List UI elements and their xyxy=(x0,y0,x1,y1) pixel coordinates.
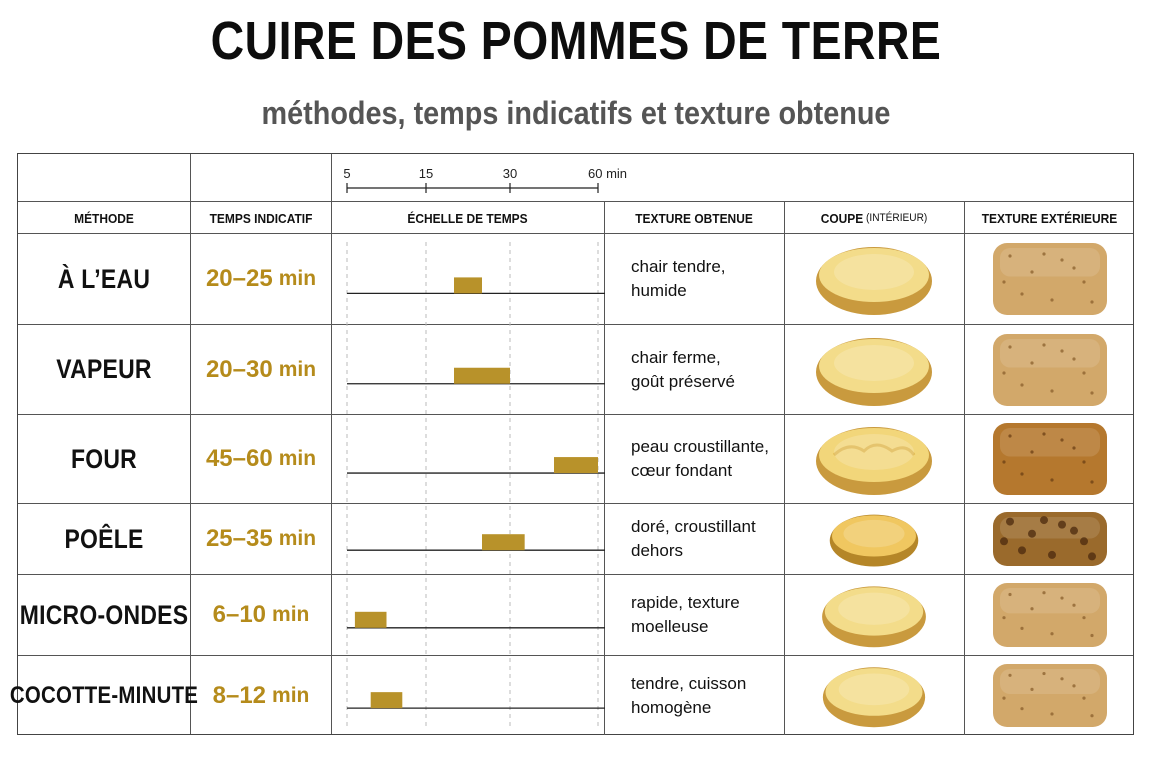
time-range-bar xyxy=(554,457,598,474)
texture-text: chair tendre, humide xyxy=(631,257,726,300)
texture-text: doré, croustillant dehors xyxy=(631,517,756,560)
time-range-bar xyxy=(482,534,525,551)
time-range-bar xyxy=(454,367,510,384)
time-range: 6–10 min xyxy=(190,575,332,655)
table-divider xyxy=(784,201,785,735)
table-divider xyxy=(18,414,1133,415)
table-divider xyxy=(18,503,1133,504)
header-exterior: TEXTURE EXTÉRIEURE xyxy=(981,210,1118,226)
method-label: FOUR xyxy=(70,443,138,474)
time-scale-chart: 5 15 30 60 min xyxy=(343,166,627,726)
time-range: 20–25 min xyxy=(190,234,332,324)
smooth-skin-icon xyxy=(964,234,1135,324)
page-title: CUIRE DES POMMES DE TERRE xyxy=(210,11,942,71)
golden-skin-icon xyxy=(964,504,1135,574)
header-method: MÉTHODE xyxy=(74,210,134,226)
method-label: VAPEUR xyxy=(56,354,152,384)
table-divider xyxy=(18,655,1133,656)
axis-tick-label: 15 xyxy=(419,166,433,181)
method-label: MICRO-ONDES xyxy=(19,599,189,630)
cooking-table: MÉTHODE TEMPS INDICATIF ÉCHELLE DE TEMPS… xyxy=(9,153,1135,735)
crispy-skin-icon xyxy=(964,415,1135,503)
header-cut-label: COUPE xyxy=(820,210,864,226)
texture-text: chair ferme, goût préservé xyxy=(631,347,735,391)
steamed-potato-half-icon xyxy=(784,325,964,414)
header-scale: ÉCHELLE DE TEMPS xyxy=(407,210,528,226)
time-unit: min xyxy=(272,683,310,707)
fried-potato-half-icon xyxy=(784,504,964,574)
time-unit: min xyxy=(272,603,310,626)
texture-text: rapide, texture moelleuse xyxy=(631,593,740,636)
axis-tick-label: 5 xyxy=(343,166,350,181)
table-divider xyxy=(18,324,1133,325)
table-divider xyxy=(18,233,1133,234)
texture-text: peau croustillante, cœur fondant xyxy=(631,437,769,480)
header-texture: TEXTURE OBTENUE xyxy=(635,210,753,226)
time-unit: min xyxy=(278,527,317,550)
table-divider xyxy=(190,154,191,734)
baked-potato-half-icon xyxy=(784,415,964,503)
time-unit: min xyxy=(278,357,317,381)
table-divider xyxy=(331,154,332,734)
table-divider xyxy=(604,201,605,735)
microwaved-potato-half-icon xyxy=(784,575,964,655)
time-range-value: 20–30 xyxy=(205,355,273,383)
time-range: 45–60 min xyxy=(190,415,332,503)
header-time: TEMPS INDICATIF xyxy=(209,210,313,226)
time-unit: min xyxy=(278,267,317,290)
smooth-skin-icon xyxy=(964,656,1135,735)
time-range: 20–30 min xyxy=(190,325,332,414)
time-range: 8–12 min xyxy=(190,656,332,735)
header-cut-note: (INTÉRIEUR) xyxy=(866,212,928,224)
time-range-value: 20–25 xyxy=(205,265,273,292)
method-label: COCOTTE-MINUTE xyxy=(9,681,199,709)
time-range-value: 6–10 xyxy=(212,601,267,628)
page-subtitle: méthodes, temps indicatifs et texture ob… xyxy=(261,95,891,131)
time-unit: min xyxy=(278,447,317,470)
axis-tick-label: 30 xyxy=(503,166,517,181)
pressure-cooked-potato-half-icon xyxy=(784,656,964,735)
axis-tick-label: 60 min xyxy=(588,166,627,181)
time-range-value: 25–35 xyxy=(205,525,273,552)
boiled-potato-half-icon xyxy=(784,234,964,324)
table-divider xyxy=(18,574,1133,575)
time-range-value: 8–12 xyxy=(212,681,267,709)
time-range: 25–35 min xyxy=(190,504,332,574)
texture-text: tendre, cuisson homogène xyxy=(631,673,747,717)
smooth-skin-icon xyxy=(964,575,1135,655)
table-divider xyxy=(18,201,1133,202)
time-range-bar xyxy=(370,692,403,709)
time-range-bar xyxy=(354,611,387,628)
method-label: À L’EAU xyxy=(57,263,151,294)
table-divider xyxy=(964,201,965,735)
method-label: POÊLE xyxy=(64,523,144,554)
time-range-bar xyxy=(454,277,482,294)
header-cut: COUPE (INTÉRIEUR) xyxy=(791,202,957,234)
smooth-skin-icon xyxy=(964,325,1135,414)
time-range-value: 45–60 xyxy=(205,445,273,472)
